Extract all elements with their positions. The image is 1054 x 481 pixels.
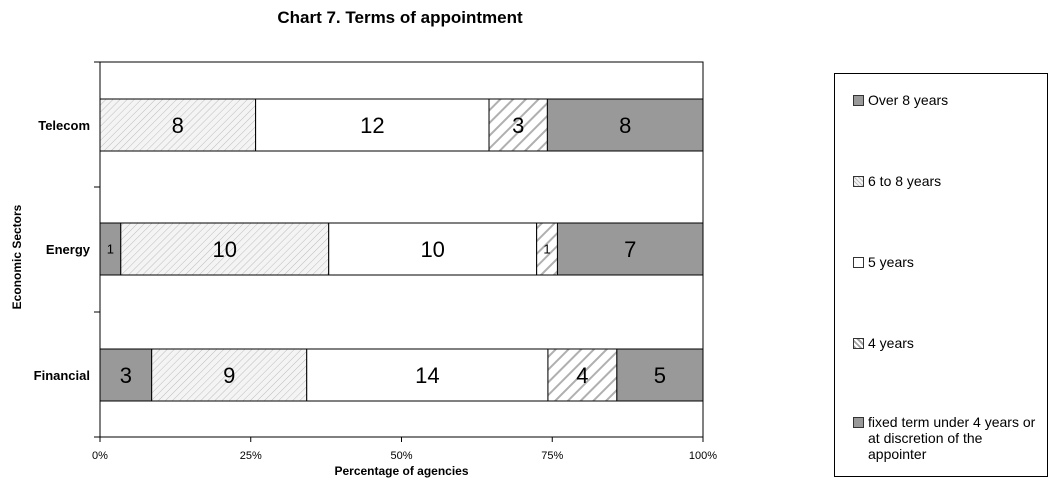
legend-item-4-years: 4 years [853,335,1039,351]
legend-label-0: Over 8 years [868,92,949,108]
x-tick-label-1: 25% [240,450,262,462]
data-label-financial-1: 9 [223,363,235,388]
legend-label-4: fixed term under 4 years or at discretio… [868,414,1036,462]
data-label-telecom-1: 8 [172,113,184,138]
legend-item-fixed-term-under-4-years: fixed term under 4 years or at discretio… [853,414,1039,462]
legend-swatch-4 [853,417,864,428]
bars-layer: 0812381101017391445 [99,98,704,402]
chart-title: Chart 7. Terms of appointment [277,8,523,27]
bar-telecom-5-years [255,98,490,152]
legend-swatch-3 [853,338,864,349]
data-label-energy-4: 7 [624,237,636,262]
data-label-energy-0: 1 [107,242,114,257]
bar-energy-6-to-8-years [120,222,330,276]
x-axis-title: Percentage of agencies [334,464,468,478]
chart-plot: 0812381101017391445 TelecomEnergyFinanci… [10,61,717,478]
legend-item-5-years: 5 years [853,254,1039,270]
bar-energy-over-8-years [556,222,704,276]
legend-swatch-0 [853,95,864,106]
bar-financial-5-years [306,348,549,402]
legend-swatch-2 [853,257,864,268]
data-label-telecom-2: 12 [360,113,384,138]
data-label-telecom-3: 3 [512,113,524,138]
data-label-financial-4: 5 [654,363,666,388]
axis-layer: Telecom Energy Financial 0% 25% 50% 75% 100% [34,61,717,462]
category-label-telecom: Telecom [38,118,90,133]
data-label-energy-3: 1 [543,242,550,257]
category-label-energy: Energy [46,242,91,257]
bar-telecom-4-years [488,98,548,152]
category-label-financial: Financial [34,368,90,383]
legend-label-2: 5 years [868,254,914,270]
y-axis-title: Economic Sectors [10,204,24,309]
bar-telecom-6-to-8-years [99,98,257,152]
bar-telecom-over-8-years [546,98,704,152]
bar-energy-5-years [328,222,538,276]
bar-financial-fixed-term-under-4-years [99,348,153,402]
data-label-energy-1: 10 [213,237,237,262]
chart-legend: Over 8 years 6 to 8 years 5 years 4 years fi… [834,73,1048,477]
bar-financial-over-8-years [616,348,704,402]
x-tick-label-2: 50% [390,450,412,462]
legend-label-1: 6 to 8 years [868,173,942,189]
bar-financial-4-years [547,348,618,402]
data-label-energy-2: 10 [420,237,444,262]
data-label-telecom-4: 8 [619,113,631,138]
legend-label-3: 4 years [868,335,914,351]
x-tick-label-3: 75% [541,450,563,462]
data-label-financial-3: 4 [576,363,588,388]
x-tick-label-0: 0% [92,450,108,462]
legend-swatch-1 [853,176,864,187]
x-tick-label-4: 100% [689,450,717,462]
legend-item-over-8-years: Over 8 years [853,92,1039,108]
legend-item-6-to-8-years: 6 to 8 years [853,173,1039,189]
data-label-financial-2: 14 [415,363,439,388]
data-label-financial-0: 3 [120,363,132,388]
